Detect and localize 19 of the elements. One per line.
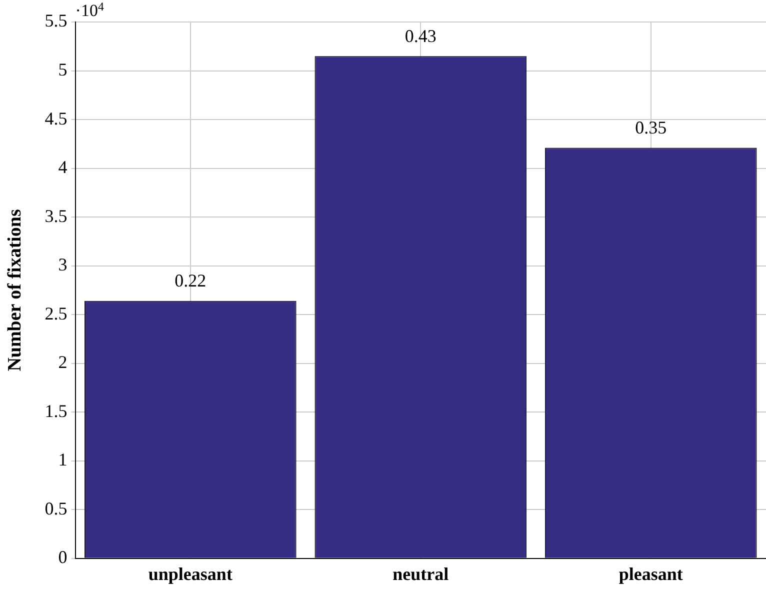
y-tick-label: 5.5	[44, 10, 68, 31]
y-axis-title: Number of fixations	[4, 209, 26, 372]
y-tick-label: 2	[58, 352, 68, 372]
annotation: 0.43	[404, 26, 436, 46]
y-tick-label: 3.5	[44, 206, 68, 226]
y-tick-label: 2.5	[44, 303, 68, 324]
annotation: 0.22	[174, 270, 206, 291]
x-tick-label: unpleasant	[148, 564, 232, 584]
y-tick-label: 4	[58, 157, 68, 178]
y-tick-label: 0.5	[44, 498, 68, 518]
y-tick-label: 0	[58, 547, 68, 568]
annotation: 0.35	[635, 118, 667, 138]
x-tick-label: neutral	[392, 564, 449, 584]
x-tick-label: pleasant	[618, 564, 683, 584]
y-tick-label: 5	[58, 60, 68, 80]
y-tick-label: 4.5	[44, 108, 68, 128]
y-tick-label: 1.5	[44, 400, 68, 421]
y-tick-label: 3	[58, 254, 68, 275]
y-tick-label: 1	[58, 450, 68, 470]
